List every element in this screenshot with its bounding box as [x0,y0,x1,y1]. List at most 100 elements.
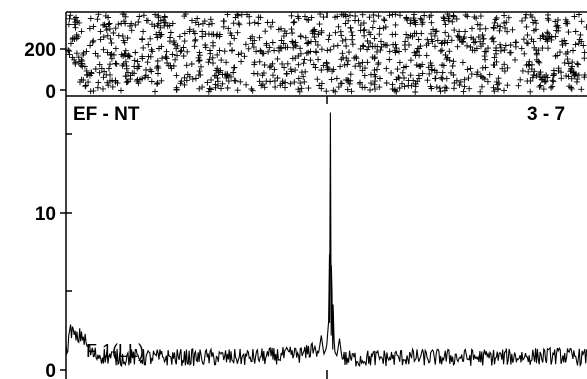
raster-mark [467,65,474,72]
raster-mark [473,45,480,52]
raster-mark [122,58,129,65]
raster-mark [451,85,457,92]
raster-mark [340,12,347,19]
raster-mark [468,34,475,41]
raster-mark [66,48,72,54]
raster-mark [445,33,452,40]
raster-mark [194,15,201,22]
histogram-line [65,112,587,368]
raster-mark [198,63,204,70]
raster-mark [532,26,539,33]
raster-mark [181,81,188,88]
raster-mark [501,47,508,53]
raster-mark [225,25,232,32]
raster-mark [174,42,181,49]
raster-mark [428,30,435,37]
raster-mark [423,52,430,59]
raster-mark [417,15,424,22]
raster-mark [157,33,164,40]
raster-mark [434,37,441,44]
raster-mark [482,56,489,63]
raster-mark [104,32,111,39]
raster-mark [103,27,110,33]
raster-mark [512,56,518,63]
hist-annotation: F 1(LL) [86,341,144,361]
raster-mark [108,40,115,46]
raster-mark [269,39,276,46]
raster-mark [292,67,299,74]
raster-mark [67,12,74,19]
raster-mark [389,86,396,92]
raster-mark [131,70,138,77]
raster-mark [98,65,105,72]
raster-mark [155,70,161,77]
raster-mark [377,47,384,54]
raster-mark [517,76,524,83]
raster-mark [284,60,291,67]
raster-mark [318,67,325,73]
raster-mark [256,34,263,41]
raster-mark [392,21,399,28]
raster-mark [462,12,469,18]
raster-mark [323,59,330,66]
raster-marks [65,11,587,95]
raster-mark [338,80,345,87]
raster-mark [519,17,525,24]
raster-mark [572,41,579,48]
raster-mark [173,72,180,79]
raster-mark [369,24,376,31]
raster-mark [236,21,243,28]
raster-mark [287,66,294,73]
raster-mark [515,82,522,89]
raster-mark [533,51,540,58]
raster-mark [323,88,330,95]
raster-mark [143,17,150,24]
raster-mark [440,14,447,21]
raster-mark [86,25,93,32]
raster-mark [132,22,139,28]
raster-mark [260,70,267,77]
raster-mark [90,37,97,44]
raster-mark [461,76,468,83]
raster-mark [274,55,281,62]
raster-mark [467,44,474,50]
raster-mark [334,42,341,49]
raster-mark [258,82,265,89]
raster-mark [428,85,435,92]
raster-mark [320,14,327,21]
raster-mark [227,30,234,37]
raster-mark [361,32,368,39]
raster-mark [471,13,478,20]
raster-mark [347,71,354,78]
raster-mark [545,45,551,52]
raster-mark [501,20,508,26]
raster-mark [107,78,113,85]
raster-mark [557,49,563,56]
raster-mark [173,45,180,52]
raster-mark [220,23,227,30]
raster-mark [147,66,154,73]
raster-mark [437,88,444,95]
raster-mark [347,12,353,19]
raster-mark [69,35,76,41]
raster-mark [102,12,109,19]
raster-mark [431,32,438,39]
raster-mark [177,48,184,55]
raster-mark [367,40,374,46]
raster-mark [424,36,431,43]
raster-mark [210,60,216,67]
raster-mark [392,31,399,38]
raster-mark [372,86,378,93]
raster-mark [345,77,352,84]
raster-mark [454,43,461,50]
raster-mark [545,30,552,37]
raster-mark [154,79,161,86]
raster-mark [359,67,366,74]
raster-mark [364,46,371,53]
raster-mark [339,37,346,44]
raster-mark [120,53,127,60]
raster-mark [421,12,428,19]
raster-mark [256,78,263,85]
raster-mark [173,84,180,91]
raster-mark [380,16,387,23]
